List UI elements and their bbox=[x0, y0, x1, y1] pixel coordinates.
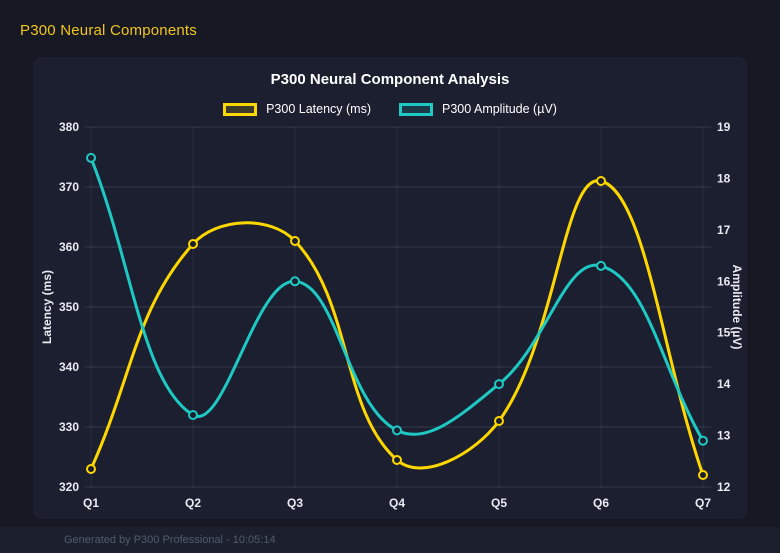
data-point[interactable] bbox=[494, 379, 504, 390]
x-axis-tick-label: Q1 bbox=[83, 496, 99, 510]
data-point[interactable] bbox=[596, 176, 606, 186]
data-point[interactable] bbox=[86, 464, 96, 474]
right-axis-tick-label: 18 bbox=[717, 171, 731, 185]
page-header: P300 Neural Components bbox=[0, 0, 780, 39]
data-point[interactable] bbox=[698, 435, 708, 446]
left-axis-tick-label: 380 bbox=[59, 120, 79, 134]
data-point[interactable] bbox=[188, 239, 198, 249]
footer-text: Generated by P300 Professional - 10:05:1… bbox=[64, 534, 276, 546]
legend-swatch bbox=[223, 102, 258, 116]
right-axis-title: Amplitude (µV) bbox=[730, 265, 744, 350]
left-axis-tick-label: 330 bbox=[59, 420, 79, 434]
data-point[interactable] bbox=[86, 152, 96, 163]
legend-item[interactable]: P300 Latency (ms) bbox=[223, 102, 371, 116]
data-point[interactable] bbox=[392, 455, 402, 465]
x-axis-tick-label: Q5 bbox=[491, 496, 507, 510]
left-axis-tick-label: 360 bbox=[59, 240, 79, 254]
page-title: P300 Neural Components bbox=[20, 22, 198, 39]
data-point[interactable] bbox=[494, 416, 504, 426]
data-point[interactable] bbox=[290, 276, 300, 287]
right-axis-tick-label: 15 bbox=[717, 326, 731, 340]
right-axis-tick-label: 19 bbox=[717, 120, 731, 134]
data-point[interactable] bbox=[188, 410, 198, 420]
x-axis-tick-label: Q2 bbox=[185, 496, 201, 510]
left-axis-tick-label: 350 bbox=[59, 300, 79, 314]
right-axis-tick-label: 12 bbox=[717, 480, 731, 494]
left-axis-tick-label: 370 bbox=[59, 180, 79, 194]
footer-bar: Generated by P300 Professional - 10:05:1… bbox=[0, 527, 780, 553]
left-axis-tick-label: 320 bbox=[59, 480, 79, 494]
chart-legend: P300 Latency (ms) P300 Amplitude (µV) bbox=[33, 101, 747, 117]
data-point[interactable] bbox=[596, 260, 606, 271]
chart-canvas: 320 330 340 350 360 370 380 12 13 14 15 16 17 18 19 Q1 Q… bbox=[40, 120, 744, 510]
right-axis-tick-label: 16 bbox=[717, 274, 731, 288]
chart-title: P300 Neural Component Analysis bbox=[270, 71, 510, 88]
data-point[interactable] bbox=[698, 470, 708, 480]
right-axis-tick-label: 13 bbox=[717, 429, 731, 443]
x-axis-tick-label: Q6 bbox=[593, 496, 609, 510]
chart-card: P300 Neural Component Analysis P300 Late… bbox=[33, 57, 747, 519]
data-point[interactable] bbox=[290, 236, 300, 246]
legend-swatch bbox=[399, 102, 433, 116]
x-axis-tick-label: Q7 bbox=[695, 496, 711, 510]
x-axis-tick-label: Q4 bbox=[389, 496, 405, 510]
data-point[interactable] bbox=[392, 425, 402, 436]
x-axis-tick-label: Q3 bbox=[287, 496, 303, 510]
left-axis-title: Latency (ms) bbox=[40, 270, 54, 344]
right-axis-tick-label: 14 bbox=[717, 377, 731, 391]
legend-item[interactable]: P300 Amplitude (µV) bbox=[399, 102, 557, 116]
legend-label: P300 Amplitude (µV) bbox=[442, 102, 557, 116]
left-axis-tick-label: 340 bbox=[59, 360, 79, 374]
legend-label: P300 Latency (ms) bbox=[266, 102, 371, 116]
right-axis-tick-label: 17 bbox=[717, 223, 731, 237]
